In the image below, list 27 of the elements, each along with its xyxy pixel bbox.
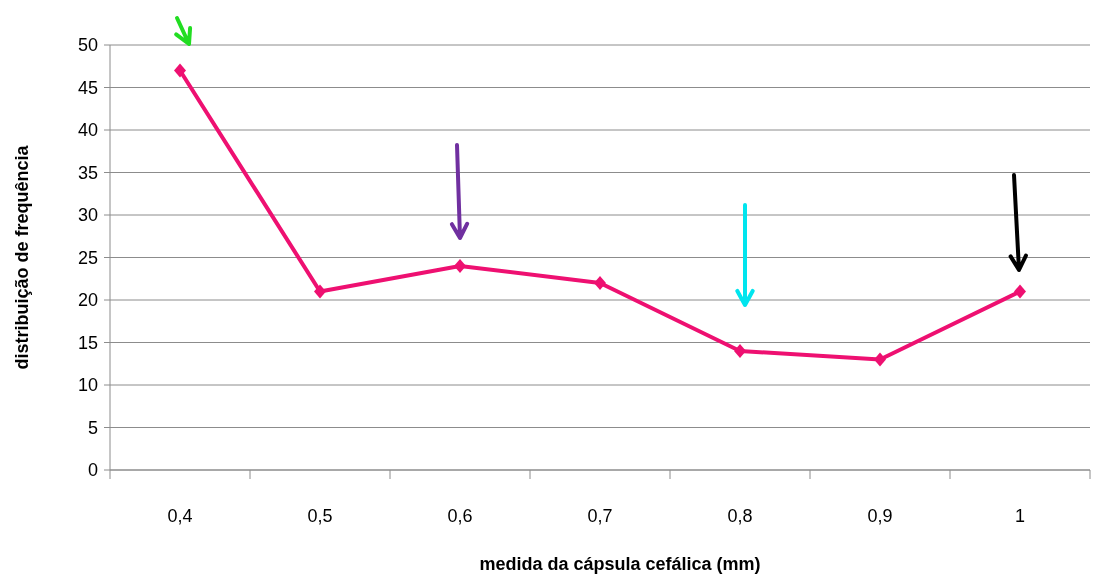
y-tick-label: 30 <box>77 205 98 226</box>
x-axis-title: medida da cápsula cefálica (mm) <box>479 554 761 574</box>
y-tick-label: 40 <box>77 120 98 141</box>
point <box>594 276 606 290</box>
x-tick-label: 0,9 <box>867 506 893 526</box>
y-axis-title: distribuição de frequência <box>12 144 32 370</box>
x-tick-label: 0,8 <box>727 506 753 526</box>
point <box>734 344 746 358</box>
point <box>874 352 886 367</box>
point <box>1014 284 1026 299</box>
y-tick-label: 5 <box>87 417 98 438</box>
point <box>454 259 466 273</box>
y-tick-label: 35 <box>77 162 98 183</box>
y-tick-label: 0 <box>87 460 98 481</box>
x-tick-label: 0,7 <box>587 506 613 526</box>
y-tick-label: 45 <box>77 77 98 98</box>
point <box>314 284 326 299</box>
x-tick-label: 0,6 <box>447 506 473 526</box>
x-tick-label: 0,5 <box>307 506 333 526</box>
x-tick-label: 0,4 <box>167 506 193 526</box>
y-tick-label: 15 <box>77 332 98 353</box>
y-tick-label: 50 <box>77 35 98 56</box>
y-tick-label: 20 <box>77 290 98 311</box>
x-tick-label: 1 <box>1014 506 1026 526</box>
y-tick-label: 25 <box>77 247 98 268</box>
y-tick-label: 10 <box>77 375 98 396</box>
point <box>174 63 186 78</box>
